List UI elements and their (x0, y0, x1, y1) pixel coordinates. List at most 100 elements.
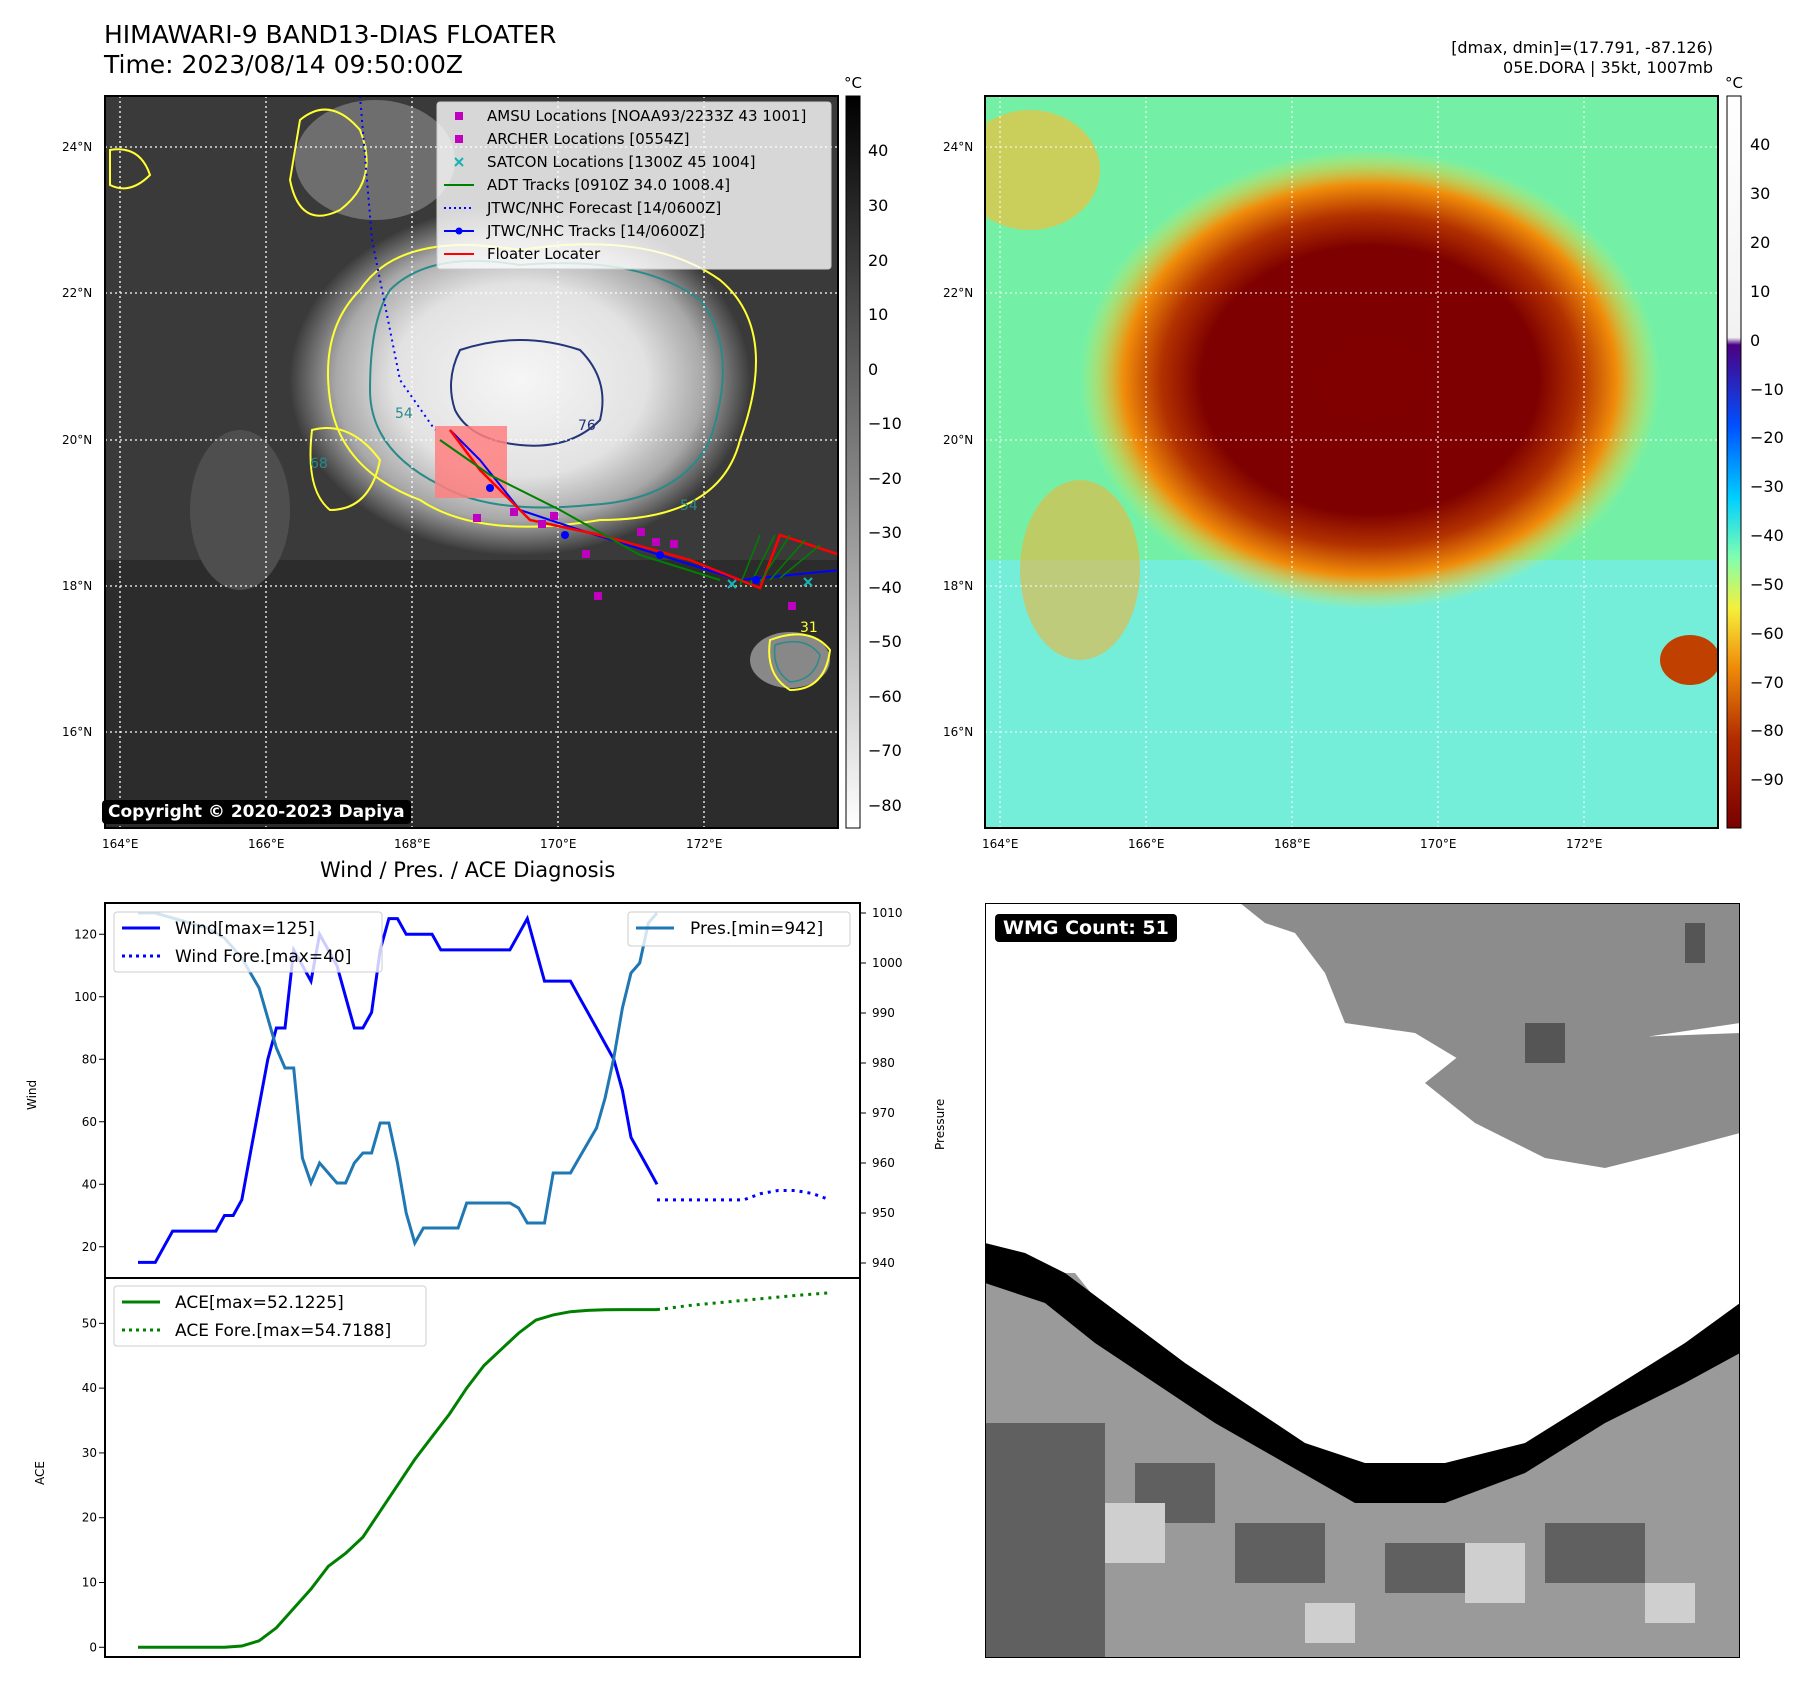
series-line-2 (657, 1189, 831, 1202)
pressure-y-tick-label: 1000 (872, 956, 903, 970)
wind-y-tick-label: 80 (82, 1052, 97, 1066)
svg-text:−10: −10 (1750, 380, 1784, 399)
legend-label: JTWC/NHC Tracks [14/0600Z] (486, 222, 705, 240)
lon-tick: 164°E (102, 837, 139, 851)
ace-y-tick-label: 30 (82, 1446, 97, 1460)
pressure-y-tick-label: 980 (872, 1056, 895, 1070)
legend-label: Wind Fore.[max=40] (175, 947, 351, 967)
lon-tick: 172°E (686, 837, 723, 851)
diagnosis-chart: 1201008060402010101000990980970960950940… (25, 902, 947, 1658)
svg-text:30: 30 (1750, 184, 1770, 203)
legend-label: JTWC/NHC Forecast [14/0600Z] (486, 199, 721, 217)
ace-axis-label: ACE (33, 1461, 47, 1485)
ace-y-tick-label: 20 (82, 1511, 97, 1525)
lat-tick: 24°N (62, 140, 92, 154)
svg-text:172°E: 172°E (1566, 837, 1603, 851)
lat-tick: 18°N (62, 579, 92, 593)
pressure-y-tick-label: 940 (872, 1256, 895, 1270)
lon-tick: 168°E (394, 837, 431, 851)
svg-text:170°E: 170°E (1420, 837, 1457, 851)
colorbar-unit: °C (844, 74, 862, 92)
svg-text:−20: −20 (1750, 428, 1784, 447)
svg-text:20: 20 (868, 251, 888, 270)
colorbar-unit: °C (1725, 74, 1743, 92)
svg-text:20°N: 20°N (943, 433, 973, 447)
series-line-ace-1 (656, 1291, 831, 1312)
svg-text:−50: −50 (1750, 575, 1784, 594)
svg-text:22°N: 22°N (943, 286, 973, 300)
ace-y-tick-label: 50 (82, 1316, 97, 1330)
svg-text:−10: −10 (868, 414, 902, 433)
svg-text:−60: −60 (1750, 624, 1784, 643)
contour-label: 76 (578, 418, 596, 434)
lat-tick: 16°N (62, 725, 92, 739)
colorbar-left-ticks: 40 30 20 10 0 −10 −20 −30 −40 −50 −60 −7… (868, 141, 902, 815)
svg-text:16°N: 16°N (943, 725, 973, 739)
svg-text:−20: −20 (868, 469, 902, 488)
wind-y-tick-label: 60 (82, 1115, 97, 1129)
colorbar-left (845, 95, 861, 829)
svg-text:−30: −30 (868, 523, 902, 542)
svg-text:0: 0 (868, 360, 878, 379)
contour-label: 31 (800, 620, 818, 636)
svg-text:166°E: 166°E (1128, 837, 1165, 851)
legend-label: Floater Locater (487, 245, 601, 263)
svg-text:−60: −60 (868, 687, 902, 706)
wmg-panel (985, 903, 1740, 1658)
contour-label: 54 (395, 406, 413, 422)
series-line-1 (612, 1058, 659, 1186)
diag-title: Wind / Pres. / ACE Diagnosis (320, 858, 616, 882)
svg-text:24°N: 24°N (943, 140, 973, 154)
svg-text:18°N: 18°N (943, 579, 973, 593)
enhanced-map-axes: 24°N 22°N 20°N 18°N 16°N 164°E 166°E 168… (943, 140, 1603, 851)
pressure-y-tick-label: 1010 (872, 906, 903, 920)
wind-axis-label: Wind (25, 1080, 39, 1110)
wind-y-tick-label: 120 (74, 927, 97, 941)
map-legend: AMSU Locations [NOAA93/2233Z 43 1001] AR… (436, 101, 832, 270)
pressure-y-tick-label: 970 (872, 1106, 895, 1120)
svg-text:40: 40 (1750, 135, 1770, 154)
top-panels: 54 76 54 68 31 (62, 74, 1784, 851)
colorbar-right (1726, 95, 1742, 829)
svg-text:30: 30 (868, 196, 888, 215)
svg-text:−50: −50 (868, 632, 902, 651)
pressure-axis-label: Pressure (933, 1099, 947, 1150)
lon-tick: 170°E (540, 837, 577, 851)
svg-text:−70: −70 (1750, 673, 1784, 692)
ace-legend: ACE[max=52.1225] ACE Fore.[max=54.7188] (113, 1285, 427, 1347)
ace-y-tick-label: 40 (82, 1381, 97, 1395)
lat-tick: 22°N (62, 286, 92, 300)
svg-text:−70: −70 (868, 741, 902, 760)
contour-label: 68 (310, 456, 328, 472)
legend-label: ARCHER Locations [0554Z] (487, 130, 690, 148)
svg-text:10: 10 (868, 305, 888, 324)
svg-text:−40: −40 (868, 578, 902, 597)
wind-y-tick-label: 100 (74, 990, 97, 1004)
svg-text:168°E: 168°E (1274, 837, 1311, 851)
legend-label: Pres.[min=942] (690, 919, 823, 939)
ace-y-tick-label: 10 (82, 1575, 97, 1589)
svg-text:0: 0 (1750, 331, 1760, 350)
wind-y-tick-label: 40 (82, 1177, 97, 1191)
series-line-3 (138, 911, 659, 1247)
pressure-y-tick-label: 950 (872, 1206, 895, 1220)
page-title: HIMAWARI-9 BAND13-DIAS FLOATER Time: 2023… (104, 20, 557, 79)
legend-label: ADT Tracks [0910Z 34.0 1008.4] (487, 176, 730, 194)
colorbar-right-ticks: 40 30 20 10 0 −10 −20 −30 −40 −50 −60 −7… (1750, 135, 1784, 789)
enhanced-ir-map (985, 96, 1718, 828)
series-line-ace-0 (138, 1308, 657, 1649)
legend-label: ACE[max=52.1225] (175, 1293, 344, 1313)
pressure-y-tick-label: 990 (872, 1006, 895, 1020)
ir-map-axes: 24°N 22°N 20°N 18°N 16°N 164°E 166°E 168… (62, 140, 723, 851)
ace-y-tick-label: 0 (89, 1640, 97, 1654)
legend-label: SATCON Locations [1300Z 45 1004] (487, 153, 755, 171)
svg-text:−30: −30 (1750, 477, 1784, 496)
lat-tick: 20°N (62, 433, 92, 447)
legend-label: Wind[max=125] (175, 919, 315, 939)
svg-text:164°E: 164°E (982, 837, 1019, 851)
legend-label: ACE Fore.[max=54.7188] (175, 1321, 391, 1341)
svg-text:−80: −80 (868, 796, 902, 815)
svg-text:40: 40 (868, 141, 888, 160)
svg-text:−80: −80 (1750, 721, 1784, 740)
wind-y-tick-label: 20 (82, 1240, 97, 1254)
